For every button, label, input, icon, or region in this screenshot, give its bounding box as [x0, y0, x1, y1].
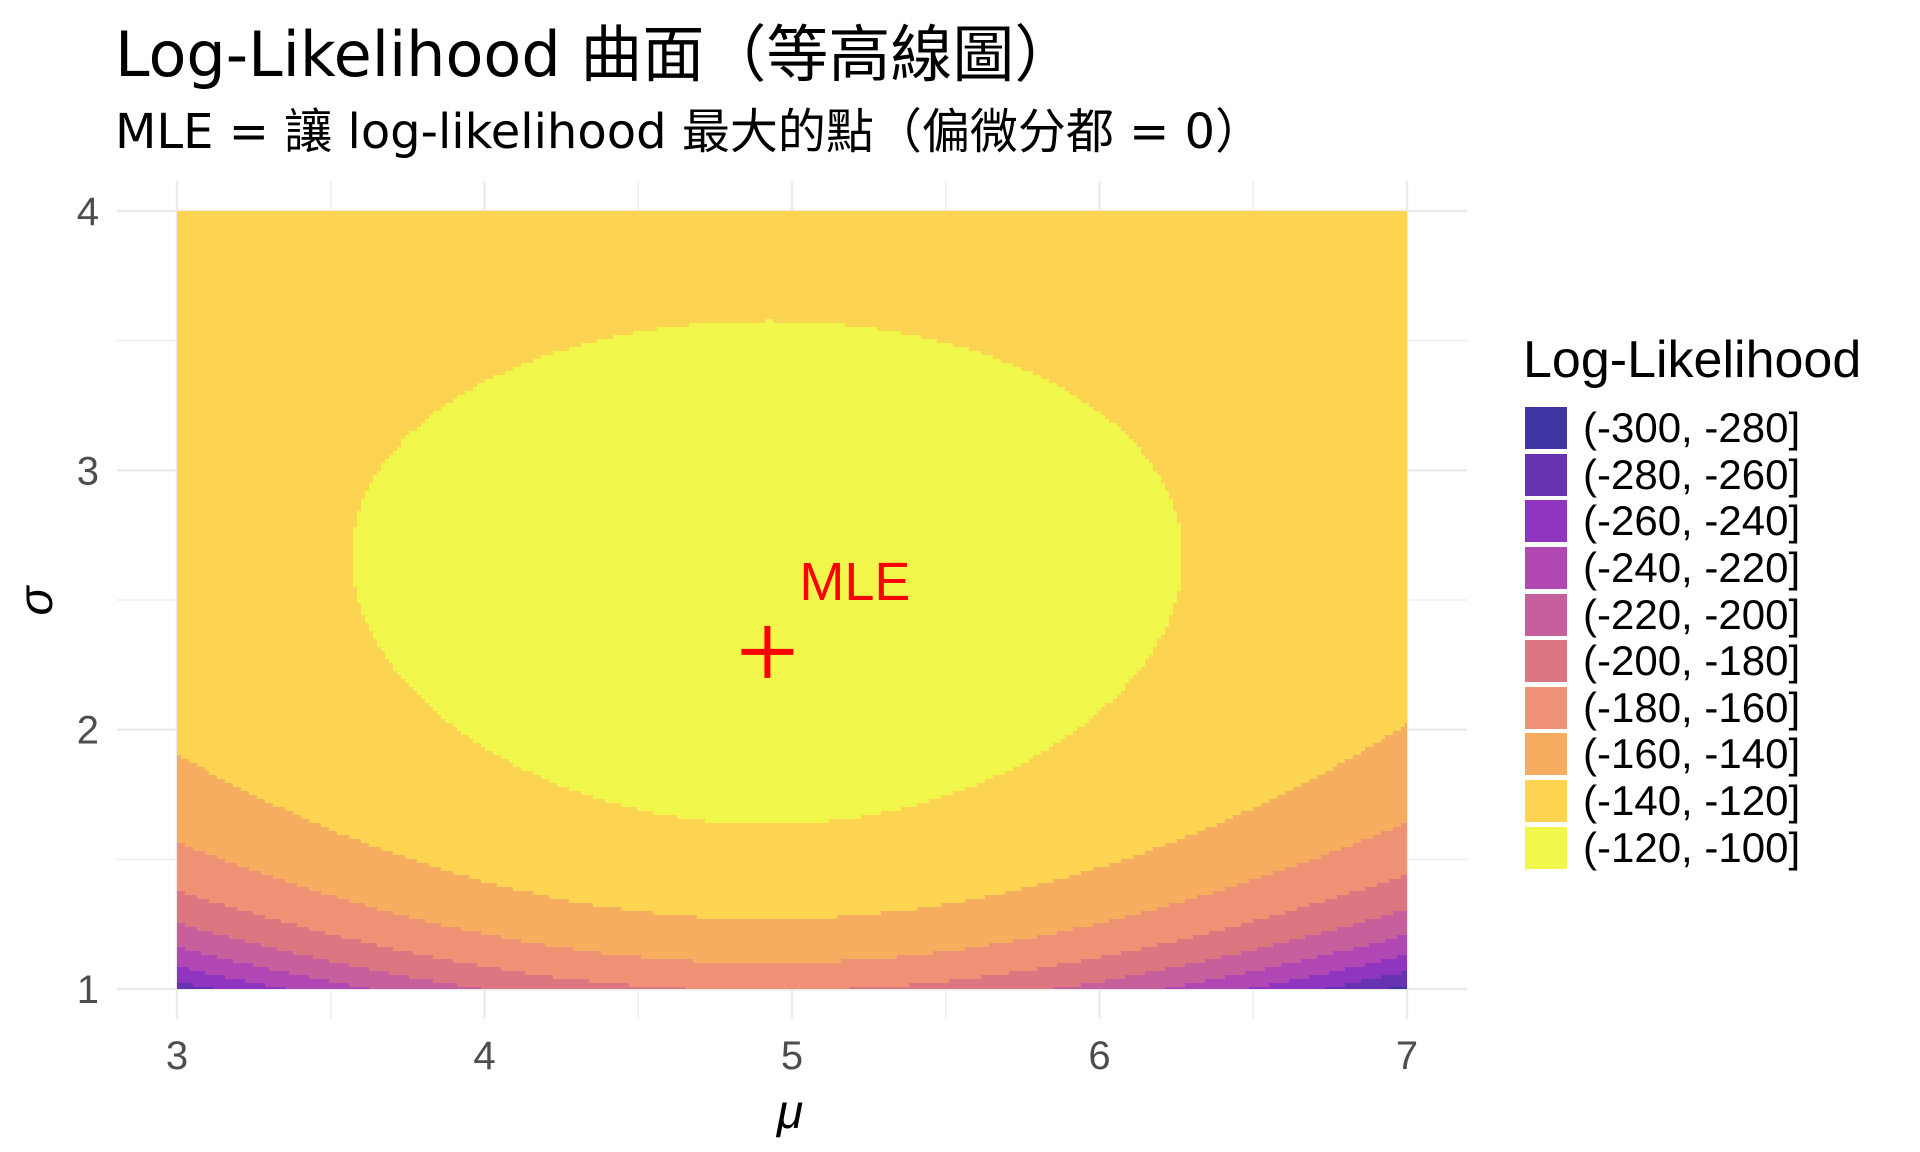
legend-swatch [1525, 686, 1567, 729]
y-tick-label: 4 [77, 190, 99, 234]
legend-swatch [1525, 640, 1567, 683]
legend-swatch [1525, 780, 1567, 823]
contour-band-3 [177, 935, 1407, 989]
legend-swatch [1525, 733, 1567, 776]
x-axis-label: μ [775, 1086, 803, 1139]
legend-item: (-160, -140] [1525, 730, 1801, 778]
legend-label: (-160, -140] [1583, 730, 1801, 778]
contour-band-6 [177, 823, 1407, 989]
x-tick-label: 4 [473, 1034, 495, 1078]
contour-band-0 [1389, 987, 1407, 989]
mle-label: MLE [799, 552, 910, 612]
legend-item: (-300, -280] [1525, 404, 1801, 452]
legend-item: (-200, -180] [1525, 637, 1801, 685]
chart-subtitle: MLE = 讓 log-likelihood 最大的點（偏微分都 = 0） [115, 104, 1264, 160]
legend-swatch [1525, 547, 1567, 590]
y-tick-label: 3 [77, 449, 99, 493]
legend-item: (-120, -100] [1525, 824, 1800, 871]
legend-label: (-300, -280] [1583, 404, 1801, 452]
y-axis-label: σ [10, 584, 63, 615]
legend-item: (-260, -240] [1525, 497, 1801, 545]
y-tick-label: 1 [77, 968, 99, 1012]
contour-band-5 [177, 875, 1407, 989]
legend-item: (-240, -220] [1525, 544, 1801, 592]
legend-label: (-260, -240] [1583, 497, 1801, 545]
legend-label: (-200, -180] [1583, 637, 1801, 685]
legend-swatch [1525, 500, 1567, 543]
legend-label: (-140, -120] [1583, 777, 1801, 825]
legend-label: (-280, -260] [1583, 450, 1801, 498]
legend-label: (-240, -220] [1583, 544, 1801, 592]
y-tick-label: 2 [77, 709, 99, 753]
legend-item: (-140, -120] [1525, 777, 1801, 825]
legend-item: (-180, -160] [1525, 683, 1801, 732]
x-tick-label: 3 [166, 1034, 188, 1078]
legend-title: Log-Likelihood [1523, 331, 1862, 389]
legend-item: (-220, -200] [1525, 591, 1800, 638]
x-tick-label: 6 [1088, 1034, 1110, 1078]
x-tick-label: 5 [781, 1034, 803, 1078]
legend-swatch [1525, 453, 1567, 496]
contour-band-9 [353, 319, 1181, 823]
contour-band-8 [177, 211, 1407, 919]
legend-swatch [1525, 407, 1567, 450]
legend-label: (-220, -200] [1583, 590, 1801, 638]
legend-item: (-280, -260] [1525, 450, 1801, 499]
contour-band-7 [177, 723, 1407, 963]
chart-title: Log-Likelihood 曲面（等高線圖） [115, 18, 1077, 91]
legend-swatch [1525, 826, 1567, 869]
x-tick-label: 7 [1396, 1034, 1418, 1078]
legend-swatch [1525, 593, 1567, 636]
legend: (-300, -280] (-280, -260] (-260, -240] (-24… [1525, 404, 1801, 871]
legend-label: (-180, -160] [1583, 683, 1801, 731]
legend-label: (-120, -100] [1583, 823, 1801, 871]
contour-band-2 [177, 955, 1407, 989]
